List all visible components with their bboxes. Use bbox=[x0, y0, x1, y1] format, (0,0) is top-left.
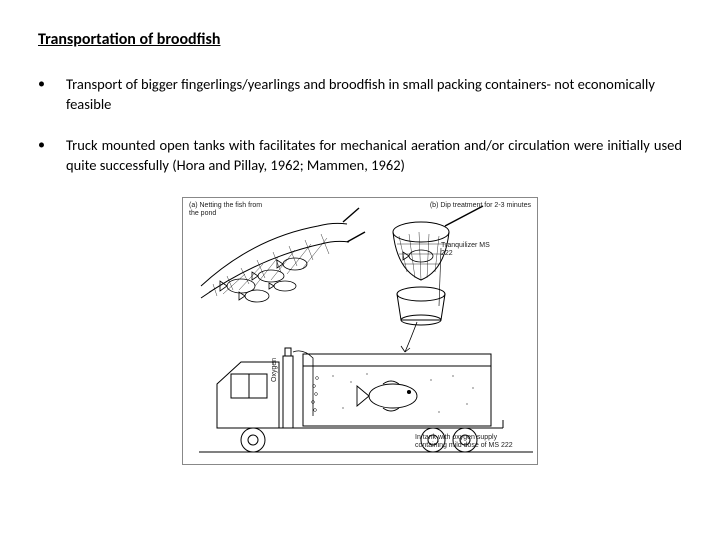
label-oxygen: Oxygen bbox=[271, 358, 279, 382]
caption-bottom: In tank with oxygen supply containing mi… bbox=[415, 434, 525, 449]
diagram-svg bbox=[183, 198, 539, 466]
bullet-text: Truck mounted open tanks with facilitate… bbox=[66, 136, 682, 175]
figure-container: (a) Netting the fish from the pond (b) D… bbox=[38, 197, 682, 465]
caption-b: (b) Dip treatment for 2-3 minutes bbox=[411, 202, 531, 210]
bullet-item: • Truck mounted open tanks with facilita… bbox=[38, 136, 682, 175]
bullet-item: • Transport of bigger fingerlings/yearli… bbox=[38, 75, 682, 114]
bullet-text: Transport of bigger fingerlings/yearling… bbox=[66, 75, 682, 114]
bullet-marker: • bbox=[38, 136, 66, 175]
bullet-marker: • bbox=[38, 75, 66, 114]
page-title: Transportation of broodfish bbox=[38, 30, 682, 49]
caption-a: (a) Netting the fish from the pond bbox=[189, 202, 269, 217]
label-tranquilizer: Tranquilizer MS 222 bbox=[441, 242, 501, 257]
broodfish-diagram: (a) Netting the fish from the pond (b) D… bbox=[182, 197, 538, 465]
